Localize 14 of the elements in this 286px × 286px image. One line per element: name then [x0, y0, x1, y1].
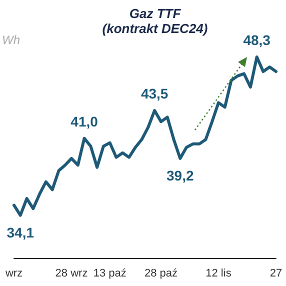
- data-label: 48,3: [243, 32, 271, 48]
- chart-title: Gaz TTF: [129, 6, 182, 21]
- data-label: 43,5: [140, 86, 168, 102]
- x-tick-label: 28 paź: [144, 268, 178, 280]
- data-label: 41,0: [70, 113, 98, 130]
- data-label: 39,2: [166, 167, 194, 184]
- y-axis-title: Wh: [2, 33, 20, 47]
- x-tick-label: 27: [270, 268, 282, 280]
- chart-subtitle: (kontrakt DEC24): [102, 21, 208, 36]
- x-tick-label: 13 paź: [93, 268, 126, 280]
- x-tick-label: wrz: [4, 268, 23, 280]
- x-tick-label: 28 wrz: [55, 268, 88, 280]
- data-label: 34,1: [6, 224, 34, 240]
- x-tick-label: 12 lis: [206, 268, 232, 280]
